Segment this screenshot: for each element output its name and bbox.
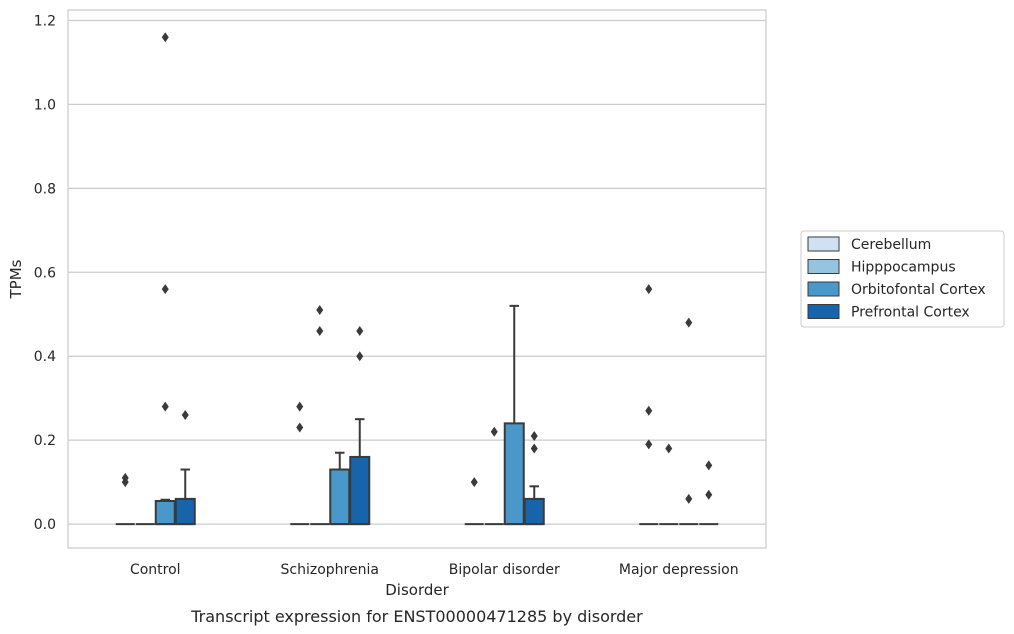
outlier-point: [645, 284, 653, 295]
y-tick-label: 0.4: [34, 349, 56, 365]
outlier-point: [490, 426, 498, 437]
y-tick-label: 0.8: [34, 181, 56, 197]
outlier-point: [470, 477, 478, 488]
x-axis-label: Disorder: [385, 581, 449, 599]
outlier-point: [685, 317, 693, 328]
legend: Cerebellum Hipppocampus Orbitofontal Corte…: [800, 230, 1005, 328]
x-tick-label: Schizophrenia: [281, 562, 379, 578]
y-tick-label: 0.0: [34, 517, 56, 533]
outlier-point: [161, 401, 169, 412]
legend-swatch: [807, 281, 840, 297]
legend-label: Hipppocampus: [851, 260, 956, 276]
box: [174, 497, 196, 526]
outlier-point: [296, 422, 304, 433]
outlier-point: [121, 472, 129, 483]
box: [349, 455, 371, 526]
outlier-point: [316, 305, 324, 316]
x-tick-label: Bipolar disorder: [449, 562, 560, 578]
y-axis-label: TPMs: [7, 259, 25, 299]
outlier-point: [530, 443, 538, 454]
outlier-point: [705, 489, 713, 500]
y-tick-labels: 0.0 0.2 0.4 0.6 0.8 1.0 1.2: [34, 13, 56, 533]
outlier-point: [705, 460, 713, 471]
outlier-point: [645, 439, 653, 450]
y-gridlines: [68, 19, 766, 525]
y-tick-label: 0.2: [34, 433, 56, 449]
outlier-point: [530, 430, 538, 441]
plot-frame: [67, 9, 767, 549]
legend-swatch: [807, 304, 840, 319]
legend-swatch: [807, 236, 840, 252]
outlier-point: [161, 32, 169, 43]
box: [154, 499, 176, 526]
outlier-point: [181, 409, 189, 420]
outlier-point: [316, 326, 324, 337]
box-series: [115, 32, 719, 526]
y-tick-label: 0.6: [34, 265, 56, 281]
y-tick-label: 1.2: [34, 13, 56, 29]
outlier-point: [356, 351, 364, 362]
outlier-point: [685, 493, 693, 504]
x-tick-labels: Control Schizophrenia Bipolar disorder Majo…: [130, 562, 739, 578]
legend-label: Orbitofontal Cortex: [851, 282, 986, 298]
x-tick-label: Control: [130, 562, 181, 578]
box: [523, 497, 545, 526]
outlier-point: [356, 326, 364, 337]
chart-caption: Transcript expression for ENST0000047128…: [190, 607, 643, 626]
legend-swatch: [807, 259, 840, 274]
x-tick-label: Major depression: [619, 562, 739, 578]
box: [503, 422, 525, 526]
y-tick-label: 1.0: [34, 97, 56, 113]
legend-frame: [800, 230, 1005, 328]
legend-label: Prefrontal Cortex: [851, 305, 970, 321]
outlier-point: [296, 401, 304, 412]
outlier-point: [161, 284, 169, 295]
plot-background: [68, 10, 766, 548]
outlier-point: [645, 405, 653, 416]
box: [329, 468, 351, 526]
legend-label: Cerebellum: [851, 237, 931, 253]
outlier-point: [665, 443, 673, 454]
